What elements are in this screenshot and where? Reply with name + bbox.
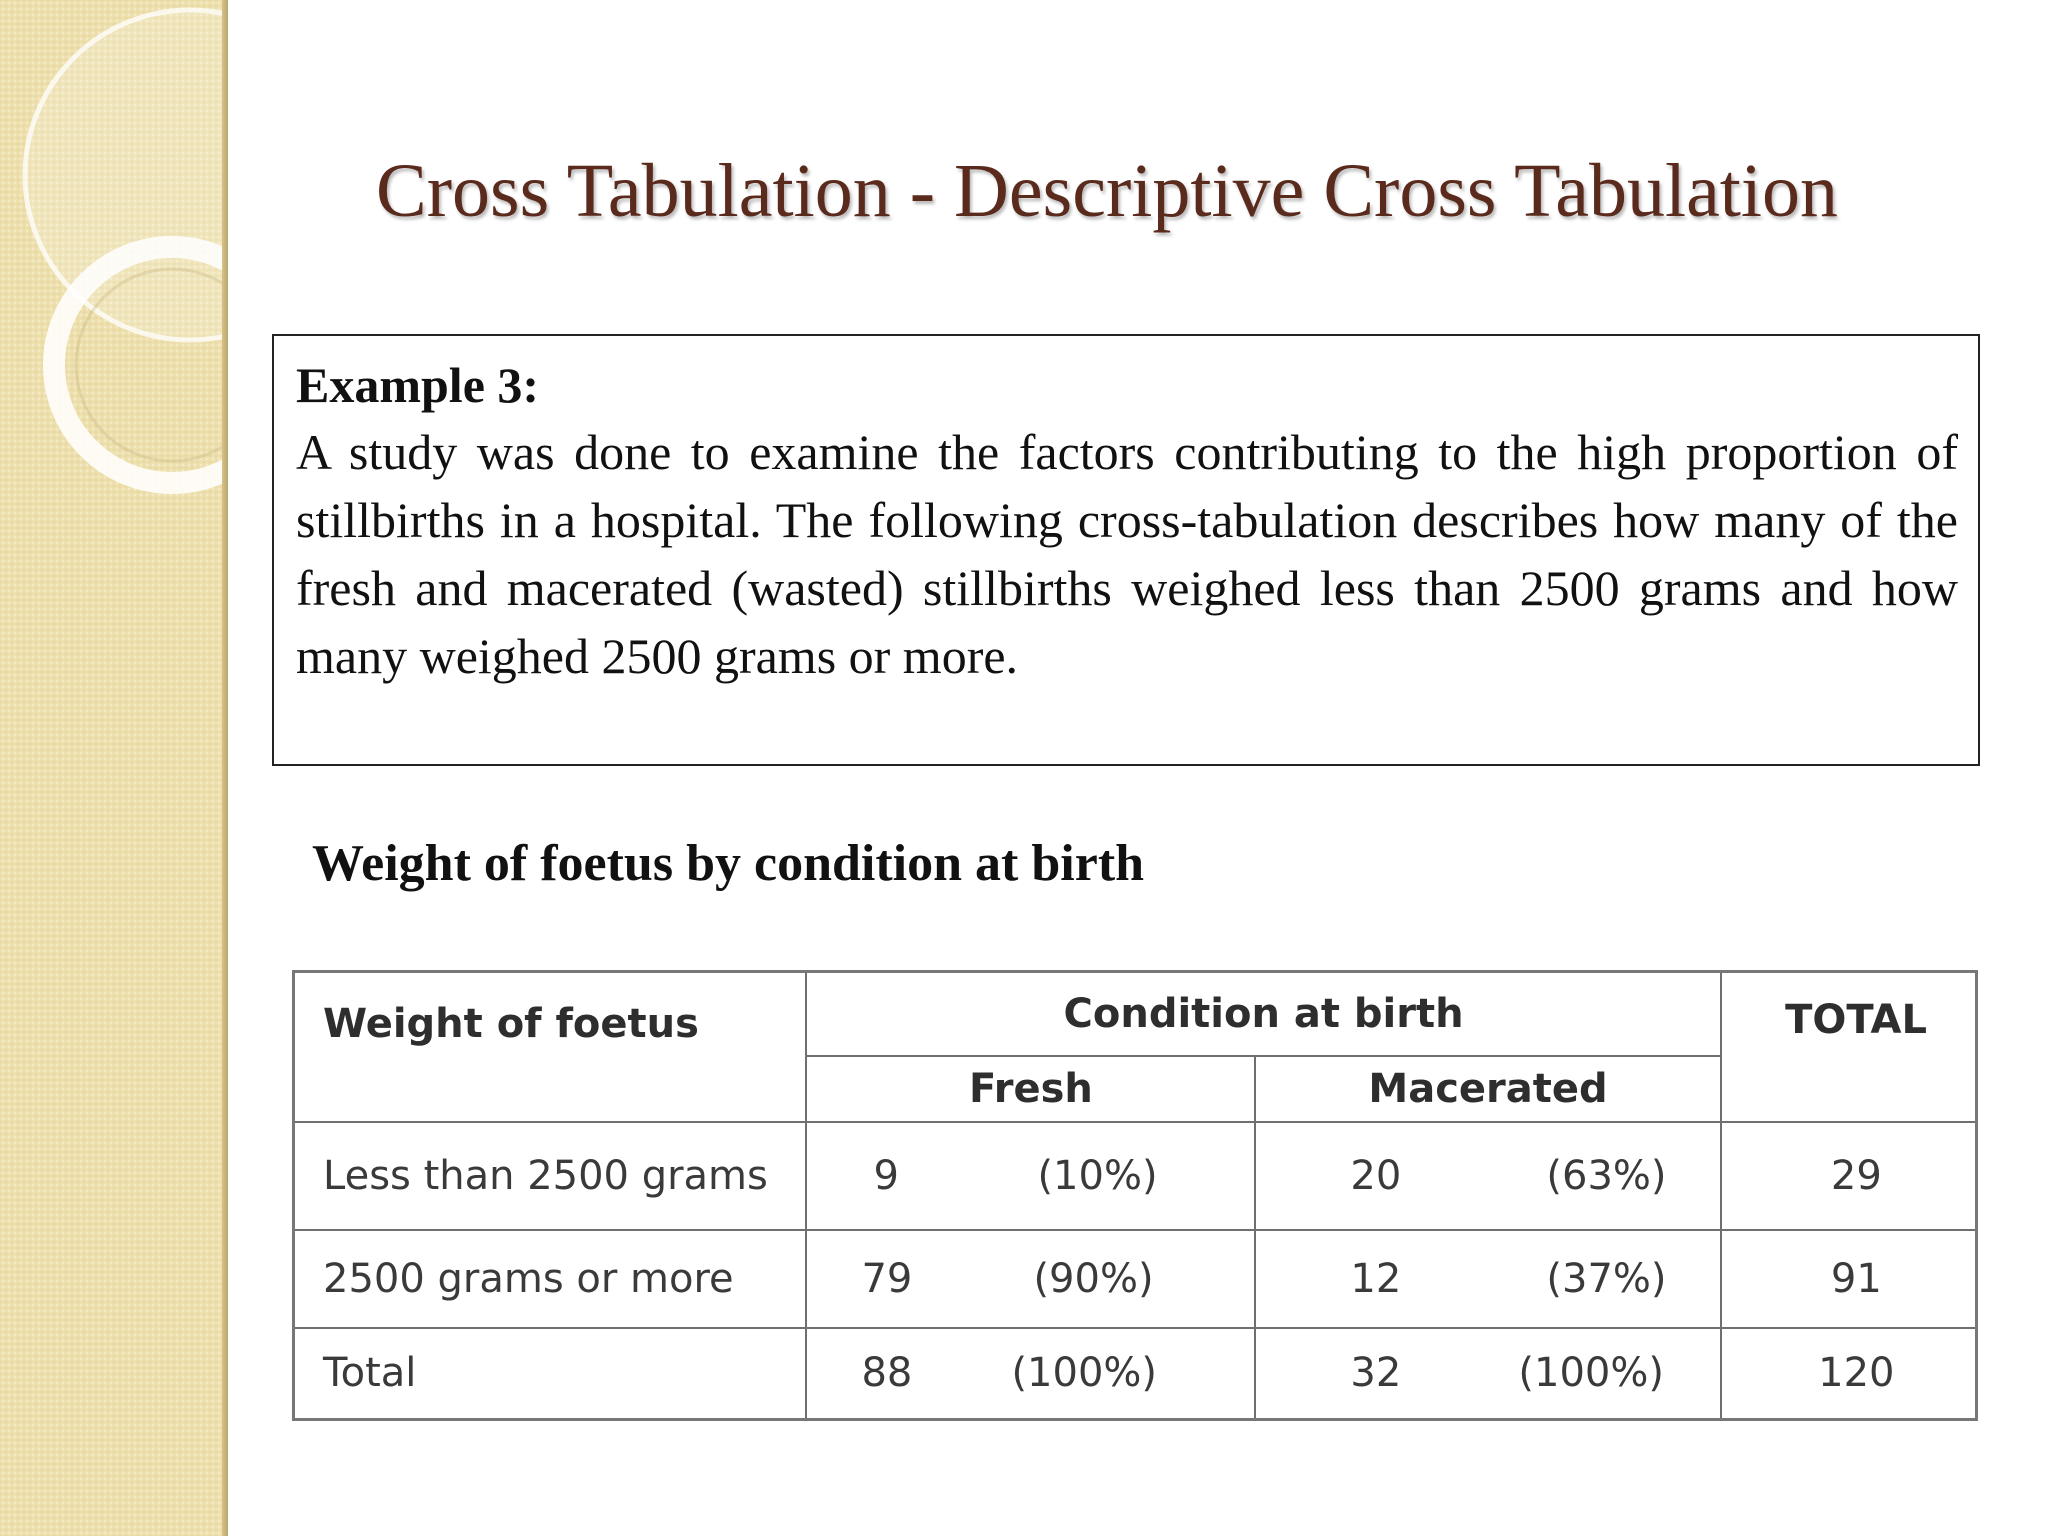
header-fresh: Fresh xyxy=(805,1054,1257,1123)
fresh-percent: (100%) xyxy=(1011,1350,1158,1397)
header-row-2: Fresh Macerated xyxy=(294,1054,1977,1123)
cross-tab-table: Weight of foetus Condition at birth TOTA… xyxy=(292,970,1978,1421)
fresh-percent: (10%) xyxy=(1037,1152,1158,1199)
header-condition-at-birth: Condition at birth xyxy=(805,970,1722,1057)
header-macerated: Macerated xyxy=(1254,1054,1722,1123)
header-row-1: Weight of foetus Condition at birth TOTA… xyxy=(292,970,1978,1123)
table-row: 2500 grams or more 79 (90%) 12 (37%) 91 xyxy=(292,1228,1978,1329)
example-body: A study was done to examine the factors … xyxy=(296,424,1958,684)
macerated-percent: (37%) xyxy=(1546,1255,1667,1302)
row-label: Less than 2500 grams xyxy=(292,1120,808,1231)
table-row: Total 88 (100%) 32 (100%) 120 xyxy=(292,1326,1978,1421)
macerated-cell: 32 (100%) xyxy=(1254,1326,1722,1421)
decorative-sidebar xyxy=(0,0,228,1536)
fresh-percent: (90%) xyxy=(1033,1255,1154,1302)
example-heading: Example 3: xyxy=(296,357,540,413)
decorative-rings xyxy=(22,7,228,494)
cross-tab-table-container: Weight of foetus Condition at birth TOTA… xyxy=(292,970,1978,1421)
macerated-count: 20 xyxy=(1350,1152,1402,1199)
slide-title: Cross Tabulation - Descriptive Cross Tab… xyxy=(376,149,1839,233)
macerated-cell: 12 (37%) xyxy=(1254,1228,1722,1329)
fresh-count: 9 xyxy=(873,1152,899,1199)
macerated-count: 32 xyxy=(1350,1350,1402,1397)
ring-thick xyxy=(43,236,228,494)
table-row: Less than 2500 grams 9 (10%) 20 (63%) 29 xyxy=(292,1120,1978,1231)
row-label: Total xyxy=(292,1326,808,1421)
sidebar-edge xyxy=(222,0,228,1536)
macerated-percent: (63%) xyxy=(1546,1152,1667,1199)
header-weight-of-foetus: Weight of foetus xyxy=(292,970,808,1123)
fresh-cell: 88 (100%) xyxy=(805,1326,1257,1421)
macerated-count: 12 xyxy=(1350,1255,1402,1302)
ring-large xyxy=(22,7,228,343)
row-label: 2500 grams or more xyxy=(292,1228,808,1329)
row-total: 91 xyxy=(1719,1228,1978,1329)
macerated-cell: 20 (63%) xyxy=(1254,1120,1722,1231)
table-caption: Weight of foetus by condition at birth xyxy=(312,835,1145,892)
row-total: 29 xyxy=(1719,1120,1978,1231)
fresh-cell: 79 (90%) xyxy=(805,1228,1257,1329)
fresh-cell: 9 (10%) xyxy=(805,1120,1257,1231)
fresh-count: 79 xyxy=(861,1255,913,1302)
macerated-percent: (100%) xyxy=(1518,1350,1664,1397)
fresh-count: 88 xyxy=(861,1350,913,1397)
example-box: Example 3: A study was done to examine t… xyxy=(272,334,1980,766)
row-total: 120 xyxy=(1719,1326,1978,1421)
header-total: TOTAL xyxy=(1719,970,1978,1123)
ring-inner xyxy=(74,267,228,463)
